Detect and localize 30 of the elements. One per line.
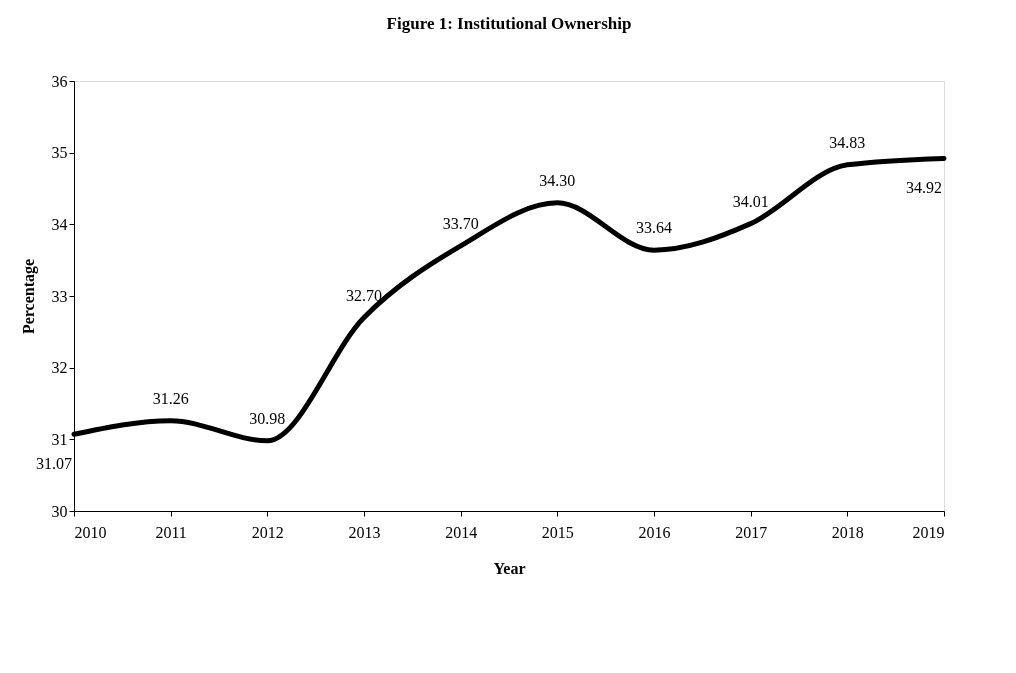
x-tick-label: 2010 xyxy=(74,523,107,541)
data-label: 34.30 xyxy=(539,171,576,189)
x-tick-label: 2014 xyxy=(445,523,478,541)
y-tick-label: 35 xyxy=(51,144,68,162)
x-tick-label: 2015 xyxy=(541,523,574,541)
data-label: 31.26 xyxy=(152,389,189,407)
x-tick-label: 2018 xyxy=(831,523,864,541)
y-tick-label: 34 xyxy=(51,215,68,233)
y-tick-label: 33 xyxy=(51,287,68,305)
y-tick-label: 36 xyxy=(51,72,68,90)
data-label: 34.92 xyxy=(906,179,942,197)
y-tick-label: 31 xyxy=(51,430,68,448)
data-label: 31.07 xyxy=(36,455,72,473)
chart-title: Figure 1: Institutional Ownership xyxy=(386,14,632,33)
x-tick-label: 2017 xyxy=(735,523,768,541)
data-label: 33.64 xyxy=(636,219,672,237)
data-label: 30.98 xyxy=(249,409,286,427)
x-tick-label: 2012 xyxy=(251,523,284,541)
x-tick-label: 2013 xyxy=(348,523,381,541)
x-tick-label: 2016 xyxy=(638,523,671,541)
x-tick-label: 2011 xyxy=(155,523,187,541)
y-axis-title: Percentage xyxy=(19,258,38,335)
data-label: 33.70 xyxy=(442,214,479,232)
x-tick-label: 2019 xyxy=(912,523,945,541)
data-label: 34.01 xyxy=(732,192,769,210)
data-label: 34.83 xyxy=(829,133,866,151)
y-tick-label: 30 xyxy=(51,502,68,520)
y-tick-label: 32 xyxy=(51,359,68,377)
data-label: 32.70 xyxy=(346,286,382,304)
x-axis-title: Year xyxy=(493,559,526,577)
